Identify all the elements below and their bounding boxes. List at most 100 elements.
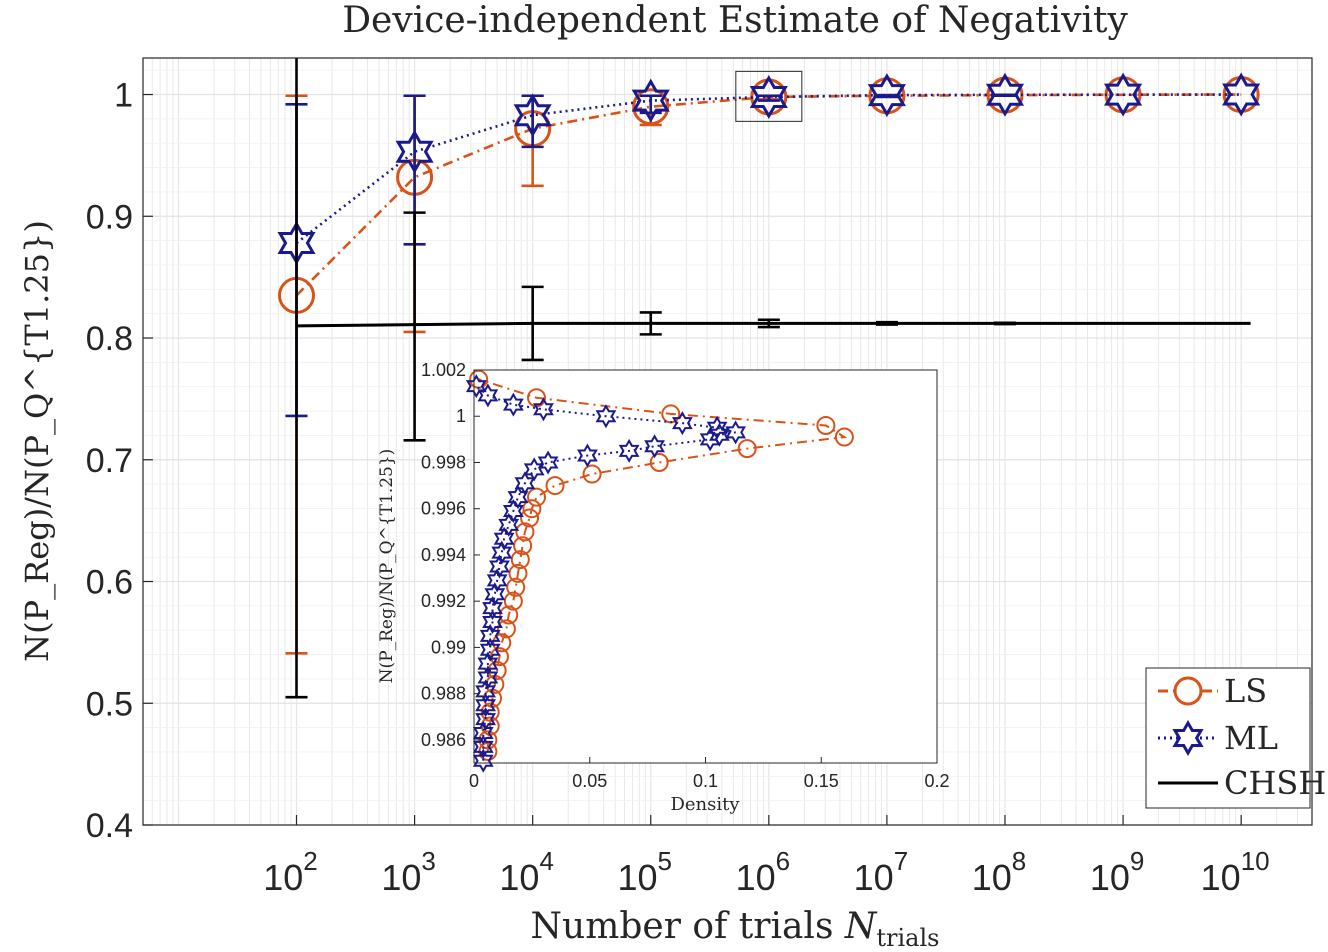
x-tick-exponent: 8: [1012, 846, 1026, 876]
y-tick-label: 0.7: [86, 442, 133, 480]
inset-y-tick-label: 1: [456, 406, 466, 426]
inset-y-tick-label: 0.998: [421, 452, 466, 472]
legend-item-ml: ML: [1158, 719, 1278, 757]
legend-item-ls: LS: [1158, 672, 1267, 710]
y-tick-label: 0.5: [86, 685, 133, 723]
x-axis-label-sub: trials: [876, 924, 939, 952]
x-tick-base: 10: [736, 857, 776, 898]
main-plot-frame: [142, 57, 1313, 826]
inset-data-point: [506, 577, 526, 597]
inset-data-point: [475, 707, 496, 732]
inset-data-point: [725, 420, 746, 445]
inset-data-point: [706, 415, 728, 440]
inset-data-point: [477, 665, 499, 690]
inset-data-point: [502, 499, 524, 524]
data-point: [1222, 72, 1261, 117]
inset-x-tick-label: 0.05: [572, 771, 607, 791]
main-series: [277, 58, 1261, 699]
inset-series-line: [478, 378, 848, 752]
inset-data-point: [496, 619, 516, 639]
inset-data-point: [465, 374, 487, 399]
y-tick-label: 0.6: [86, 564, 133, 602]
x-tick-label: 108: [972, 846, 1027, 898]
x-tick-base: 10: [617, 857, 657, 898]
x-tick-label: 107: [854, 846, 909, 898]
legend-marker: [1172, 719, 1204, 757]
data-point: [749, 74, 788, 119]
y-axis-label: N(P_Reg)/N(P_Q^{T1.25}): [18, 220, 56, 662]
x-axis-label-var: N: [844, 906, 878, 947]
inset-data-point: [472, 734, 494, 759]
x-axis-label: Number of trials Ntrials: [531, 906, 940, 952]
x-tick-label: 106: [736, 846, 791, 898]
inset-data-point: [475, 693, 496, 718]
inset-data-point: [537, 450, 559, 475]
legend-item-chsh: CHSH: [1158, 764, 1326, 802]
inset-y-tick-label: 0.992: [421, 591, 466, 611]
inset-data-point: [489, 554, 510, 579]
x-tick-base: 10: [854, 857, 894, 898]
inset-data-point: [527, 487, 547, 507]
inset-data-point: [482, 596, 503, 621]
inset-data-point: [479, 623, 501, 648]
inset-data-point: [508, 563, 528, 583]
inset-series-ml: [465, 374, 746, 773]
inset-data-point: [644, 434, 665, 459]
legend-label: CHSH: [1224, 764, 1326, 802]
inset-data-point: [479, 637, 501, 662]
inset-data-point: [582, 464, 602, 484]
inset-data-point: [618, 438, 640, 463]
inset-y-tick-label: 0.996: [421, 499, 466, 519]
inset-data-point: [513, 536, 533, 556]
x-axis-label-main: Number of trials: [531, 906, 845, 947]
data-point: [632, 88, 670, 126]
x-tick-label: 1010: [1201, 846, 1270, 898]
x-tick-base: 10: [499, 857, 539, 898]
inset-x-tick-label: 0.2: [924, 771, 949, 791]
inset-data-point: [492, 633, 512, 653]
chart-title: Device-independent Estimate of Negativit…: [342, 0, 1128, 41]
inset-y-tick-label: 0.988: [421, 684, 466, 704]
inset-data-point: [834, 427, 854, 447]
x-tick-label: 105: [617, 846, 672, 898]
y-tick-label: 1: [114, 77, 133, 115]
inset-data-point: [595, 404, 617, 429]
data-point: [395, 129, 434, 174]
x-tick-exponent: 2: [303, 846, 317, 876]
inset-data-point: [484, 582, 506, 607]
inset-data-point: [515, 522, 535, 542]
x-tick-exponent: 10: [1241, 846, 1270, 876]
x-tick-exponent: 5: [658, 846, 672, 876]
inset-x-tick-label: 0.15: [804, 771, 839, 791]
inset-data-point: [503, 591, 523, 611]
inset-data-point: [520, 508, 540, 528]
y-tick-label: 0.4: [86, 807, 133, 845]
y-tick-label: 0.9: [86, 198, 133, 236]
y-tick-label: 0.8: [86, 320, 133, 358]
inset-data-point: [472, 720, 494, 745]
inset-x-axis-label: Density: [670, 794, 740, 815]
x-tick-exponent: 9: [1130, 846, 1144, 876]
inset-data-point: [493, 526, 515, 551]
inset-data-point: [533, 397, 554, 422]
legend-label: LS: [1224, 672, 1267, 710]
series-line: [296, 321, 1251, 328]
x-tick-label: 104: [499, 846, 554, 898]
legend: LS ML CHSH: [1145, 667, 1326, 809]
inset-data-point: [477, 651, 499, 676]
inset-data-point: [737, 439, 757, 459]
data-point: [513, 93, 552, 138]
data-point: [985, 72, 1025, 117]
data-point: [631, 78, 670, 123]
inset-x-tick-label: 0: [469, 771, 479, 791]
legend-items: LS ML CHSH: [1158, 672, 1326, 802]
inset-plot-background: [474, 370, 937, 763]
inset-series: [465, 369, 854, 773]
inset-data-point: [671, 411, 693, 436]
legend-label: ML: [1224, 719, 1278, 757]
legend-marker: [1173, 676, 1203, 706]
inset-x-tick-label: 0.1: [693, 771, 718, 791]
inset-data-point: [577, 443, 598, 468]
